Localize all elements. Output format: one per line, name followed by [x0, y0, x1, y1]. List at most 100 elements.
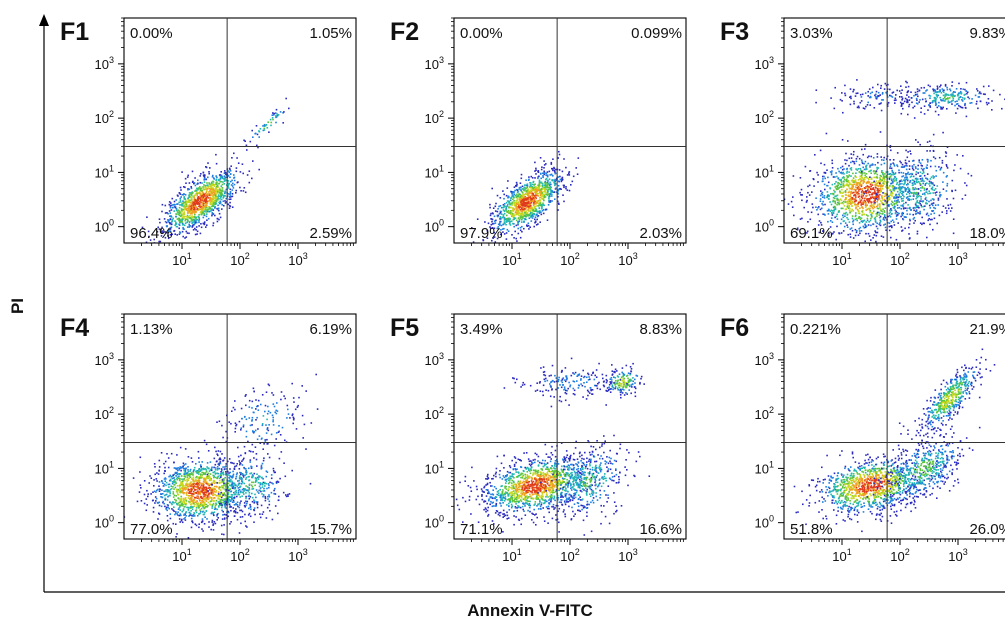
- scatter-point-f1-0-887: [209, 190, 212, 192]
- scatter-point-f2-0-196: [557, 193, 559, 195]
- scatter-point-f3-0-1223: [888, 189, 891, 191]
- scatter-point-f3-0-1296: [866, 199, 868, 202]
- scatter-point-f3-0-68: [880, 200, 882, 202]
- scatter-point-f1-0-613: [189, 199, 191, 202]
- scatter-point-f3-0-440: [854, 175, 857, 177]
- scatter-point-f1-0-834: [181, 202, 183, 205]
- scatter-point-f1-0-452: [219, 178, 222, 180]
- scatter-point-f3-0-583: [870, 201, 872, 203]
- scatter-point-f3-0-674: [908, 190, 911, 192]
- scatter-point-f1-0-459: [207, 200, 209, 203]
- scatter-point-f4-0-94: [176, 533, 178, 535]
- scatter-point-f2-0-638: [521, 221, 523, 223]
- scatter-point-f3-2-137: [954, 95, 956, 97]
- scatter-point-f1-0-809: [183, 213, 186, 215]
- scatter-point-f3-1-98: [931, 210, 933, 212]
- scatter-point-f1-0-23: [211, 214, 213, 217]
- scatter-point-f3-0-1044: [858, 212, 860, 214]
- scatter-point-f1-0-806: [165, 231, 168, 234]
- scatter-point-f4-0-10: [196, 470, 199, 472]
- scatter-point-f3-0-1293: [935, 191, 938, 193]
- scatter-point-f3-3-88: [876, 96, 878, 99]
- scatter-point-f3-0-1138: [926, 236, 928, 239]
- scatter-point-f4-0-288: [207, 497, 209, 499]
- scatter-point-f1-0-619: [195, 221, 198, 224]
- scatter-point-f4-0-257: [210, 503, 212, 506]
- scatter-point-f2-0-159: [537, 210, 540, 213]
- scatter-point-f1-0-683: [192, 201, 194, 203]
- scatter-point-f2-0-634: [505, 208, 507, 211]
- scatter-point-f3-0-538: [843, 184, 846, 187]
- scatter-point-f3-0-23: [873, 234, 876, 236]
- scatter-point-f2-0-355: [548, 188, 550, 191]
- scatter-point-f1-0-750: [190, 210, 193, 213]
- scatter-point-f4-0-387: [169, 478, 172, 481]
- scatter-point-f3-0-1207: [848, 185, 850, 188]
- scatter-point-f3-0-772: [850, 196, 853, 199]
- scatter-point-f3-0-16: [832, 200, 834, 203]
- scatter-point-f3-1-182: [922, 182, 924, 185]
- scatter-point-f4-0-309: [172, 477, 174, 480]
- quadrant-upper-left: 0.00%: [460, 25, 503, 42]
- scatter-point-f3-0-1035: [856, 219, 858, 222]
- scatter-point-f3-2-240: [954, 91, 956, 93]
- scatter-point-f3-0-621: [881, 212, 883, 215]
- scatter-point-f1-0-1056: [185, 208, 187, 211]
- scatter-point-f3-0-446: [898, 212, 900, 215]
- scatter-point-f2-0-408: [532, 215, 535, 217]
- scatter-point-f3-1-396: [942, 171, 945, 174]
- scatter-point-f3-3-105: [869, 104, 871, 106]
- scatter-point-f3-3-68: [880, 87, 882, 89]
- scatter-point-f3-0-969: [880, 185, 883, 187]
- scatter-point-f3-2-226: [952, 94, 955, 96]
- scatter-point-f3-0-135: [845, 152, 847, 155]
- scatter-point-f2-0-356: [523, 221, 525, 223]
- scatter-point-f3-0-104: [835, 238, 837, 241]
- scatter-point-f3-1-250: [927, 219, 929, 222]
- scatter-point-f1-0-9: [231, 189, 234, 191]
- scatter-point-f3-0-1252: [861, 203, 863, 205]
- scatter-point-f1-0-1034: [208, 206, 211, 209]
- scatter-point-f1-1-41: [252, 136, 254, 138]
- scatter-point-f3-0-198: [855, 160, 858, 163]
- scatter-point-f2-0-805: [532, 194, 535, 196]
- scatter-point-f1-0-944: [188, 182, 191, 184]
- scatter-point-f3-0-1010: [846, 167, 848, 170]
- scatter-point-f3-1-380: [906, 178, 909, 181]
- scatter-point-f2-0-152: [549, 174, 551, 176]
- scatter-point-f4-0-159: [202, 471, 204, 474]
- scatter-point-f3-0-408: [804, 165, 807, 168]
- scatter-point-f3-1-329: [947, 204, 949, 207]
- scatter-point-f2-0-817: [532, 187, 534, 190]
- scatter-point-f3-0-710: [823, 197, 826, 199]
- scatter-point-f4-0-394: [198, 471, 200, 473]
- scatter-point-f3-3-44: [899, 101, 902, 104]
- scatter-point-f2-0-1008: [561, 178, 564, 181]
- scatter-point-f2-0-1070: [523, 204, 525, 207]
- scatter-point-f2-0-1029: [522, 199, 524, 201]
- scatter-point-f3-1-3: [951, 207, 953, 209]
- scatter-point-f3-0-284: [876, 166, 878, 169]
- scatter-point-f3-0-211: [823, 183, 826, 186]
- scatter-point-f3-0-611: [924, 198, 927, 200]
- scatter-point-f3-0-1088: [881, 210, 883, 212]
- scatter-point-f2-0-730: [534, 195, 536, 197]
- scatter-point-f1-0-238: [231, 157, 233, 159]
- scatter-point-f3-0-1233: [864, 197, 867, 199]
- scatter-point-f3-0-513: [876, 205, 878, 208]
- scatter-point-f2-0-972: [510, 202, 513, 205]
- scatter-point-f1-0-1046: [187, 212, 189, 214]
- scatter-point-f1-0-1064: [233, 177, 235, 179]
- scatter-point-f2-0-666: [499, 233, 502, 236]
- scatter-point-f1-0-680: [204, 199, 206, 201]
- scatter-point-f3-2-22: [956, 100, 958, 102]
- scatter-point-f3-0-686: [869, 183, 872, 186]
- scatter-point-f1-0-1009: [198, 218, 201, 221]
- scatter-point-f2-0-686: [491, 239, 493, 242]
- scatter-point-f4-0-64: [173, 479, 175, 482]
- x-tick-label: 101: [172, 251, 191, 268]
- scatter-point-f3-0-315: [877, 207, 880, 210]
- scatter-point-f1-0-899: [199, 206, 201, 208]
- scatter-point-f3-1-25: [912, 218, 915, 220]
- scatter-point-f3-0-521: [855, 186, 857, 188]
